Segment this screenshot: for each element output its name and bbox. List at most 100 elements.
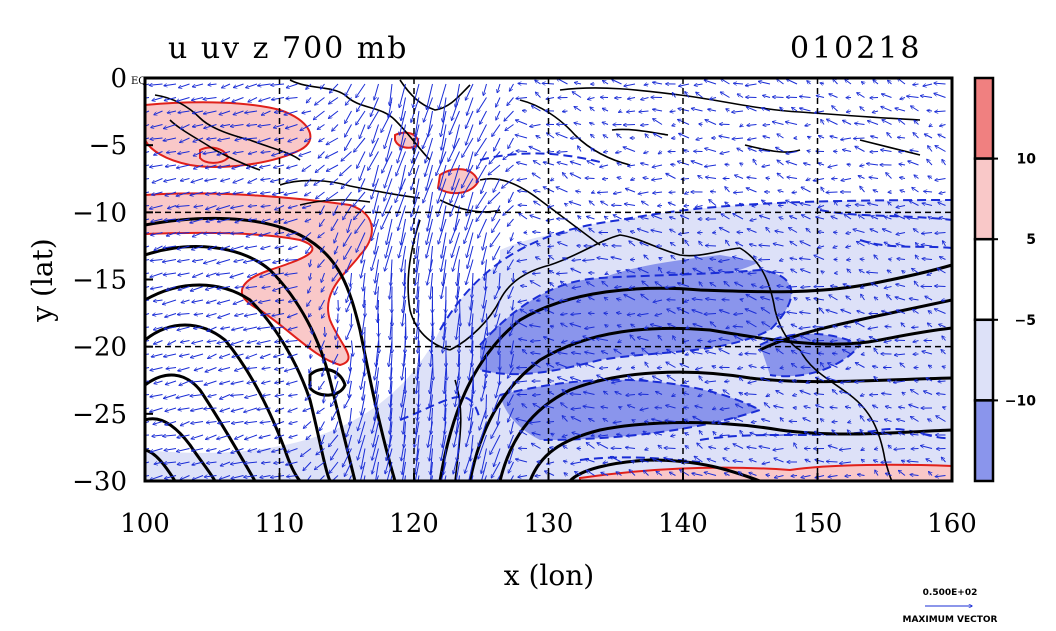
wind-vector <box>679 233 690 235</box>
wind-vector <box>490 232 501 247</box>
wind-vector <box>831 286 838 287</box>
wind-vector <box>154 151 163 156</box>
wind-vector <box>909 201 919 206</box>
wind-vector <box>384 164 393 188</box>
x-tick-label: 120 <box>389 509 439 539</box>
wind-vector <box>805 125 811 126</box>
wind-vector <box>740 163 743 165</box>
x-tick-label: 150 <box>793 509 843 539</box>
wind-vector <box>777 134 784 139</box>
wind-vector <box>726 109 730 111</box>
wind-vector <box>807 151 810 152</box>
wind-vector <box>587 161 595 166</box>
wind-vector <box>867 242 879 247</box>
wind-vector <box>603 135 609 139</box>
y-tick-label: −10 <box>72 198 127 228</box>
wind-vector <box>873 80 879 85</box>
wind-vector <box>400 164 406 190</box>
wind-vector <box>232 164 244 169</box>
chart-title: u uv z 700 mb <box>168 31 408 66</box>
wind-vector <box>574 123 582 125</box>
wind-vector <box>557 152 568 153</box>
wind-vector <box>334 232 339 243</box>
wind-vector <box>748 138 757 140</box>
wind-vector <box>557 162 568 166</box>
wind-vector <box>222 83 231 88</box>
wind-vector <box>734 83 744 84</box>
wind-vector <box>177 218 190 221</box>
wind-vector <box>234 260 244 262</box>
wind-vector <box>440 137 447 163</box>
wind-vector <box>638 192 649 194</box>
wind-vector <box>670 111 676 112</box>
wind-vector <box>759 81 771 85</box>
wind-vector <box>800 241 811 247</box>
wind-vector <box>868 121 879 125</box>
wind-vector <box>860 107 865 112</box>
wind-vector <box>221 97 231 102</box>
wind-vector <box>641 98 649 100</box>
wind-vector <box>306 245 312 253</box>
wind-vector <box>206 205 217 210</box>
wind-vector <box>604 152 609 153</box>
wind-vector <box>679 83 690 86</box>
wind-vector <box>178 260 190 262</box>
wind-vector <box>346 97 352 106</box>
wind-vector <box>326 151 339 158</box>
wind-vector <box>260 164 271 167</box>
wind-vector <box>910 150 919 151</box>
wind-vector <box>923 84 933 86</box>
wind-vector <box>249 151 258 155</box>
wind-vector <box>359 178 366 192</box>
wind-vector <box>548 206 555 208</box>
wind-vector <box>342 191 352 205</box>
wind-vector <box>709 200 717 206</box>
wind-vector <box>302 164 312 171</box>
wind-vector <box>233 110 244 115</box>
wind-vector <box>773 122 784 125</box>
wind-vector <box>725 381 730 382</box>
wind-vector <box>357 151 366 169</box>
wind-vector <box>151 124 163 128</box>
wind-vector <box>372 218 379 240</box>
wind-vector <box>163 137 177 141</box>
wind-vector <box>517 179 528 181</box>
wind-vector <box>482 245 487 264</box>
wind-vector <box>626 189 636 193</box>
wind-vector <box>721 79 730 85</box>
wind-vector <box>896 206 906 208</box>
wind-vector <box>792 108 798 112</box>
wind-vector <box>696 138 703 140</box>
wind-vector <box>401 218 406 245</box>
wind-vector <box>808 137 811 139</box>
wind-vector <box>381 110 393 132</box>
wind-vector <box>249 219 258 220</box>
wind-vector <box>272 97 285 100</box>
wind-vector <box>204 110 217 114</box>
wind-vector <box>821 120 825 125</box>
wind-vector <box>191 178 204 183</box>
wind-vector <box>578 146 582 152</box>
wind-vector <box>847 111 852 112</box>
wind-vector <box>179 83 190 88</box>
wind-vector <box>273 259 285 263</box>
wind-vector <box>400 124 406 150</box>
wind-vector <box>181 124 190 129</box>
wind-vector <box>832 422 838 423</box>
wind-vector <box>404 259 406 286</box>
wind-vector <box>860 186 865 193</box>
y-tick-label: −30 <box>72 467 127 497</box>
wind-vector <box>231 245 244 250</box>
wind-vector <box>740 204 743 206</box>
wind-vector <box>348 218 352 232</box>
wind-vector <box>616 152 622 153</box>
wind-vector <box>556 187 568 193</box>
y-tick-suffix: EQ <box>131 76 147 87</box>
positive-region <box>145 101 312 168</box>
wind-vector <box>935 233 946 234</box>
wind-vector <box>368 151 379 171</box>
wind-vector <box>652 215 663 220</box>
wind-vector <box>503 489 513 505</box>
wind-vector <box>857 242 865 247</box>
wind-vector <box>733 257 744 260</box>
